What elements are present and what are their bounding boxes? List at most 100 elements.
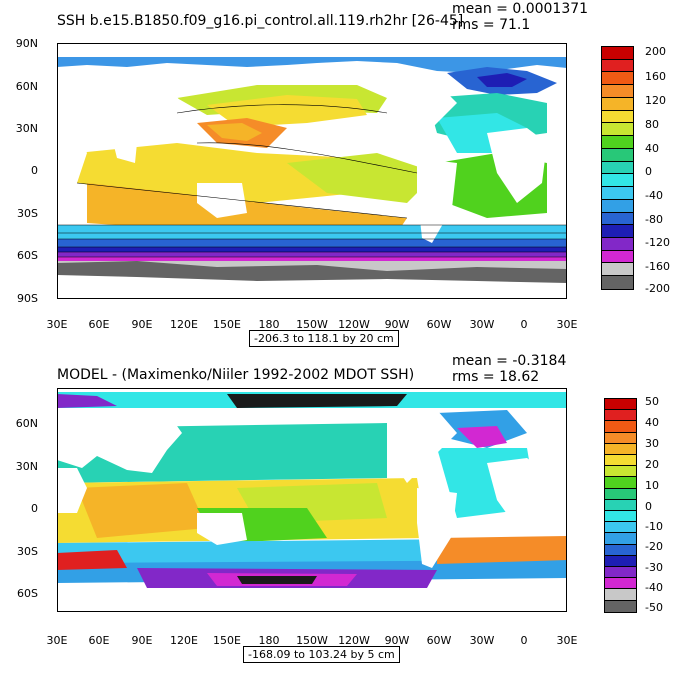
bottom-colorbar-label: -10 <box>645 520 663 533</box>
bottom-lon-label: 150W <box>296 634 328 647</box>
top-lon-label: 150W <box>296 318 328 331</box>
colorbar-swatch <box>605 455 636 467</box>
bottom-colorbar <box>604 398 637 613</box>
bottom-colorbar-label: -30 <box>645 561 663 574</box>
top-colorbar-label: -120 <box>645 236 670 249</box>
bottom-lon-label: 90E <box>131 634 153 647</box>
bottom-title: MODEL - (Maximenko/Niiler 1992-2002 MDOT… <box>57 367 415 383</box>
top-lat-label: 90S <box>17 292 38 305</box>
colorbar-swatch <box>605 399 636 411</box>
colorbar-swatch <box>602 148 633 162</box>
colorbar-swatch <box>605 511 636 523</box>
bottom-lat-label: 30S <box>17 545 38 558</box>
bottom-lon-label: 30W <box>469 634 495 647</box>
top-lat-label: 90N <box>15 37 38 50</box>
top-lon-label: 60W <box>426 318 452 331</box>
colorbar-swatch <box>605 600 636 612</box>
top-colorbar-label: 200 <box>645 45 666 58</box>
top-ssh-map <box>57 43 567 299</box>
colorbar-swatch <box>605 421 636 433</box>
colorbar-swatch <box>602 174 633 188</box>
top-lat-label: 60N <box>15 80 38 93</box>
colorbar-swatch <box>602 123 633 137</box>
colorbar-swatch <box>602 136 633 149</box>
top-rms: rms = 71.1 <box>452 17 531 33</box>
top-lon-label: 30E <box>46 318 68 331</box>
bottom-colorbar-label: -50 <box>645 601 663 614</box>
colorbar-swatch <box>602 110 633 124</box>
bottom-colorbar-label: 0 <box>645 500 652 513</box>
colorbar-swatch <box>605 466 636 478</box>
colorbar-swatch <box>605 432 636 444</box>
bottom-lat-label: 60S <box>17 587 38 600</box>
colorbar-swatch <box>602 59 633 73</box>
bottom-colorbar-label: 40 <box>645 416 659 429</box>
colorbar-swatch <box>605 488 636 500</box>
top-lon-label: 90W <box>384 318 410 331</box>
bottom-lon-label: 150E <box>213 634 241 647</box>
colorbar-swatch <box>605 555 636 568</box>
top-colorbar-label: -200 <box>645 282 670 295</box>
top-colorbar-label: -80 <box>645 213 663 226</box>
top-colorbar <box>601 46 634 290</box>
top-colorbar-label: 40 <box>645 142 659 155</box>
bottom-lat-label: 30N <box>15 460 38 473</box>
bottom-lon-label: 60W <box>426 634 452 647</box>
colorbar-swatch <box>602 199 633 213</box>
colorbar-swatch <box>605 589 636 601</box>
colorbar-swatch <box>605 544 636 556</box>
colorbar-swatch <box>605 443 636 456</box>
bottom-colorbar-label: 20 <box>645 458 659 471</box>
bottom-colorbar-label: -40 <box>645 581 663 594</box>
bottom-difference-map <box>57 388 567 612</box>
bottom-colorbar-label: 50 <box>645 395 659 408</box>
top-lon-label: 0 <box>520 318 528 331</box>
bottom-lon-label: 60E <box>88 634 110 647</box>
bottom-colorbar-label: 30 <box>645 437 659 450</box>
top-lon-label: 60E <box>88 318 110 331</box>
top-colorbar-label: 120 <box>645 94 666 107</box>
bottom-panel: MODEL - (Maximenko/Niiler 1992-2002 MDOT… <box>0 350 700 700</box>
colorbar-swatch <box>602 250 633 264</box>
top-mean: mean = 0.0001371 <box>452 1 589 17</box>
colorbar-swatch <box>605 410 636 422</box>
colorbar-swatch <box>605 522 636 534</box>
bottom-colorbar-label: 10 <box>645 479 659 492</box>
bottom-lon-label: 120W <box>338 634 370 647</box>
colorbar-swatch <box>605 533 636 545</box>
top-colorbar-label: 0 <box>645 165 652 178</box>
colorbar-swatch <box>605 578 636 590</box>
colorbar-swatch <box>605 567 636 579</box>
bottom-colorbar-label: -20 <box>645 540 663 553</box>
colorbar-swatch <box>602 97 633 111</box>
colorbar-swatch <box>602 263 633 277</box>
top-panel: SSH b.e15.B1850.f09_g16.pi_control.all.1… <box>15 1 670 347</box>
bottom-contour-note: -168.09 to 103.24 by 5 cm <box>243 646 400 663</box>
top-title: SSH b.e15.B1850.f09_g16.pi_control.all.1… <box>57 13 464 29</box>
bottom-lon-label: 180 <box>258 634 280 647</box>
colorbar-swatch <box>602 85 633 98</box>
top-lon-label: 30W <box>469 318 495 331</box>
top-colorbar-label: -40 <box>645 189 663 202</box>
top-colorbar-label: 160 <box>645 70 666 83</box>
bottom-rms: rms = 18.62 <box>452 369 540 385</box>
top-lat-label: 30S <box>17 207 38 220</box>
bottom-lon-label: 120E <box>170 634 198 647</box>
top-lon-label: 150E <box>213 318 241 331</box>
colorbar-swatch <box>602 238 633 251</box>
bottom-lat-label: 0 <box>31 502 38 515</box>
top-lon-label: 120E <box>170 318 198 331</box>
top-lon-label: 90E <box>131 318 153 331</box>
colorbar-swatch <box>605 499 636 512</box>
colorbar-swatch <box>602 72 633 86</box>
colorbar-swatch <box>602 276 633 289</box>
bottom-lat-label: 60N <box>15 417 38 430</box>
bottom-lon-label: 30E <box>46 634 68 647</box>
colorbar-swatch <box>602 47 633 60</box>
top-lon-label: 180 <box>258 318 280 331</box>
colorbar-swatch <box>602 225 633 239</box>
top-lat-label: 30N <box>15 122 38 135</box>
bottom-lon-label: 30E <box>556 634 578 647</box>
colorbar-swatch <box>602 212 633 226</box>
colorbar-swatch <box>602 161 633 175</box>
